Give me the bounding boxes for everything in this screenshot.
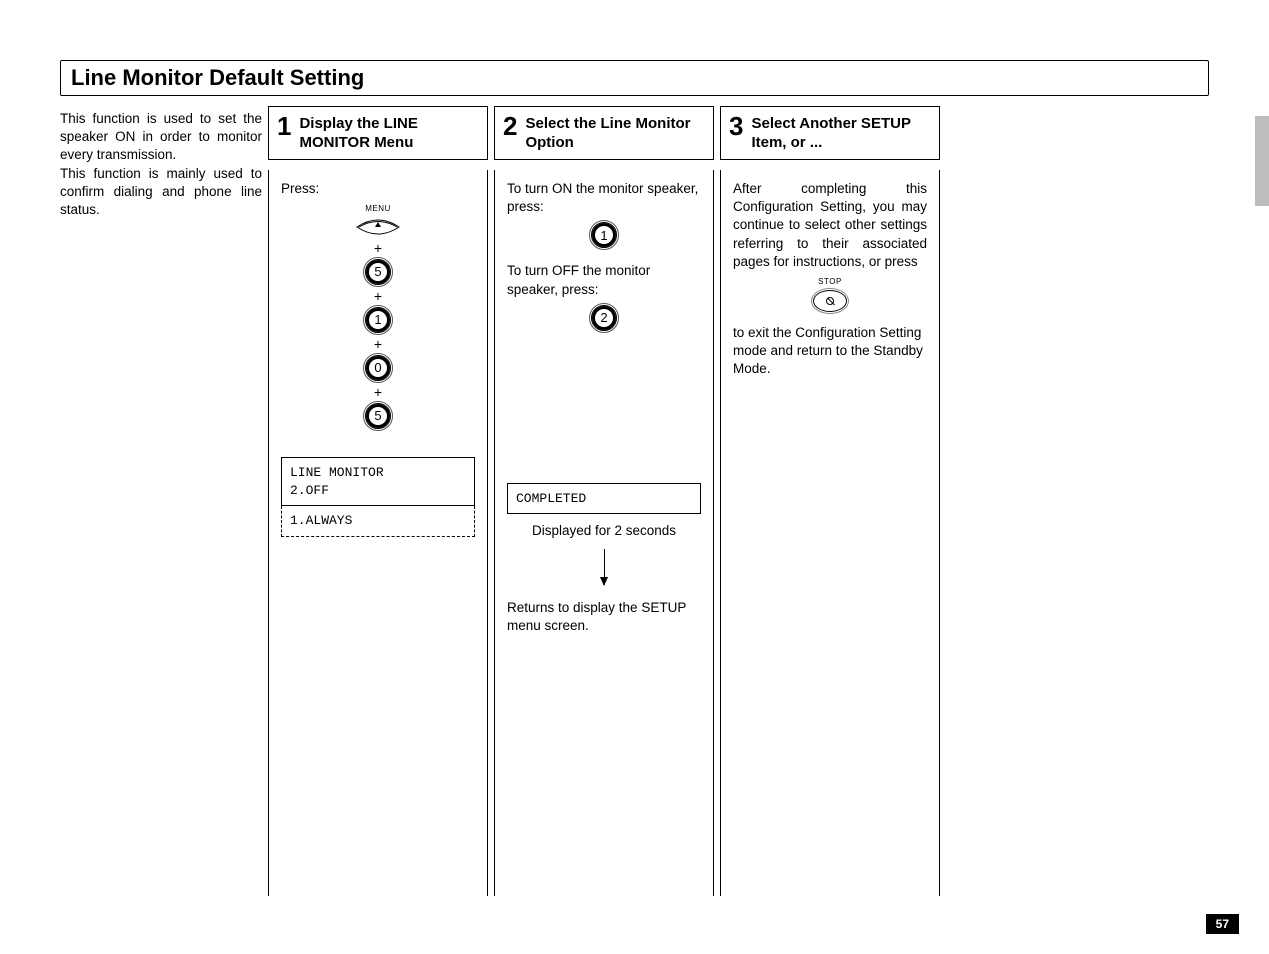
key-1-on-label: 1 — [600, 227, 607, 245]
return-text: Returns to display the SETUP menu screen… — [507, 599, 701, 635]
plus-icon: + — [374, 289, 382, 303]
step-3-text: After completing this Configuration Sett… — [733, 180, 927, 271]
lcd-alt-line: 1.ALWAYS — [290, 513, 352, 528]
intro-text: This function is used to set the speaker… — [60, 106, 262, 219]
key-5b-label: 5 — [374, 407, 381, 425]
section-title: Line Monitor Default Setting — [71, 65, 1198, 91]
step-2-number: 2 — [503, 113, 517, 139]
step-1: 1 Display the LINE MONITOR Menu Press: M… — [268, 106, 488, 896]
step-3-title: Select Another SETUP Item, or ... — [751, 113, 931, 153]
stop-label: STOP — [818, 277, 842, 288]
menu-key-icon — [355, 217, 401, 237]
exit-text: to exit the Configuration Setting mode a… — [733, 324, 927, 379]
step-2-title: Select the Line Monitor Option — [525, 113, 705, 153]
off-text: To turn OFF the monitor speaker, press: — [507, 262, 701, 298]
lcd-line-2: 2.OFF — [290, 483, 329, 498]
menu-button-icon: MENU — [355, 204, 401, 237]
content-row: This function is used to set the speaker… — [60, 106, 1209, 896]
step-3: 3 Select Another SETUP Item, or ... Afte… — [720, 106, 940, 896]
step-3-body: After completing this Configuration Sett… — [720, 170, 940, 896]
plus-icon: + — [374, 241, 382, 255]
menu-button-label: MENU — [365, 204, 391, 215]
step-2: 2 Select the Line Monitor Option To turn… — [494, 106, 714, 896]
lcd-line-1: LINE MONITOR — [290, 465, 384, 480]
key-2-off-label: 2 — [600, 309, 607, 327]
lcd-display-alt: 1.ALWAYS — [281, 506, 475, 537]
step-1-body: Press: MENU + 5 + — [268, 170, 488, 896]
section-tab-marker — [1255, 116, 1269, 206]
press-label: Press: — [281, 180, 475, 198]
step-1-number: 1 — [277, 113, 291, 139]
plus-icon: + — [374, 337, 382, 351]
key-1-icon: 1 — [365, 307, 391, 333]
step-3-number: 3 — [729, 113, 743, 139]
plus-icon: + — [374, 385, 382, 399]
step-1-title: Display the LINE MONITOR Menu — [299, 113, 479, 153]
arrow-down-icon — [604, 549, 605, 585]
key-0-icon: 0 — [365, 355, 391, 381]
step-2-header: 2 Select the Line Monitor Option — [494, 106, 714, 160]
key-sequence: MENU + 5 + 1 + 0 — [281, 204, 475, 429]
key-2-off-icon: 2 — [591, 305, 617, 331]
displayed-note: Displayed for 2 seconds — [507, 522, 701, 540]
lcd-completed: COMPLETED — [507, 483, 701, 515]
step-2-body: To turn ON the monitor speaker, press: 1… — [494, 170, 714, 896]
page-number-badge: 57 — [1206, 914, 1239, 934]
step-3-header: 3 Select Another SETUP Item, or ... — [720, 106, 940, 160]
key-0-label: 0 — [374, 359, 381, 377]
step-1-header: 1 Display the LINE MONITOR Menu — [268, 106, 488, 160]
on-text: To turn ON the monitor speaker, press: — [507, 180, 701, 216]
key-5b-icon: 5 — [365, 403, 391, 429]
key-5-label: 5 — [374, 263, 381, 281]
key-1-on-icon: 1 — [591, 222, 617, 248]
section-title-box: Line Monitor Default Setting — [60, 60, 1209, 96]
lcd-display-main: LINE MONITOR 2.OFF — [281, 457, 475, 506]
stop-key-icon — [813, 290, 847, 312]
key-1-label: 1 — [374, 311, 381, 329]
stop-button: STOP — [733, 277, 927, 312]
key-5-icon: 5 — [365, 259, 391, 285]
lcd-completed-text: COMPLETED — [516, 491, 586, 506]
manual-page: Line Monitor Default Setting This functi… — [0, 0, 1269, 954]
